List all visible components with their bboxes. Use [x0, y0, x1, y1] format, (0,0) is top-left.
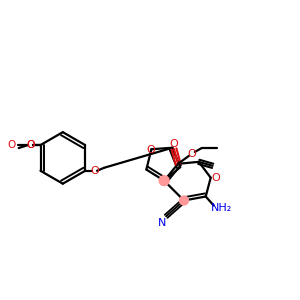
Text: O: O: [26, 140, 35, 150]
Text: O: O: [211, 173, 220, 183]
Text: O: O: [188, 149, 196, 159]
Text: O: O: [91, 166, 99, 176]
Circle shape: [159, 176, 169, 186]
Text: O: O: [170, 139, 178, 149]
Text: O: O: [26, 140, 35, 150]
Circle shape: [179, 196, 188, 205]
Text: NH₂: NH₂: [211, 203, 232, 213]
Text: O: O: [146, 145, 155, 155]
Text: N: N: [158, 218, 166, 228]
Text: O: O: [8, 140, 16, 150]
